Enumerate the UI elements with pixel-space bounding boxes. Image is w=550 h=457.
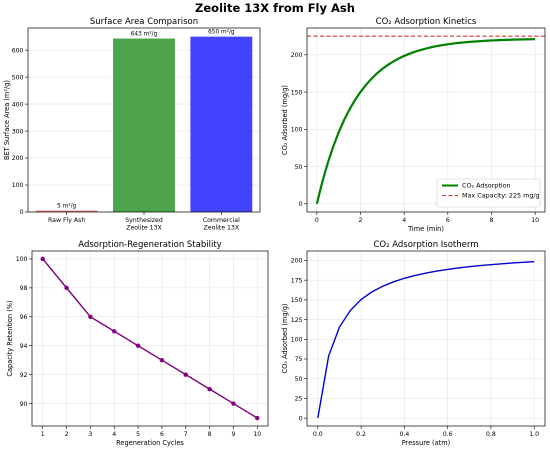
- chart-3: 90 92 94 96 98 100 1 2 3 4 5 6 7 8 9 10 Adsorption-Regen…: [6, 240, 269, 447]
- x-tick-label: 7: [184, 431, 188, 438]
- y-tick-label: 100: [291, 336, 303, 343]
- x-tick-label: 3: [88, 431, 92, 438]
- data-point: [112, 329, 117, 334]
- x-tick-label: 10: [531, 217, 539, 224]
- legend-label: Max Capacity: 225 mg/g: [462, 192, 540, 200]
- y-tick-label: 92: [20, 372, 28, 379]
- data-point: [255, 415, 260, 421]
- chart-title: Surface Area Comparison: [90, 17, 198, 27]
- plot-frame: [27, 27, 261, 213]
- y-axis-label: Capacity Retention (%): [6, 300, 14, 376]
- chart-4: 0 25 50 75 100 125 150 175 200 0.0 0.2 0.4 0.6 0.8 1.0…: [281, 240, 546, 447]
- bar: [113, 38, 175, 212]
- data-point: [40, 256, 45, 262]
- data-point: [231, 401, 236, 406]
- series-line-1: [42, 258, 258, 419]
- y-tick-label: 100: [12, 182, 24, 189]
- x-tick-label: 10: [253, 431, 261, 438]
- series-line-1: [317, 260, 535, 419]
- x-tick-label: 9: [231, 431, 235, 438]
- bar-value-label: 643 m²/g: [131, 31, 158, 38]
- bar-value-label: 650 m²/g: [208, 29, 235, 36]
- x-tick-label: Commercial: [203, 217, 240, 224]
- x-tick-label: 5: [136, 431, 140, 438]
- bar: [35, 210, 98, 212]
- y-tick-label: 96: [20, 314, 28, 321]
- y-tick-label: 150: [291, 89, 303, 96]
- data-point: [135, 343, 141, 348]
- y-tick-label: 0: [299, 415, 303, 422]
- chart-1: 0 100 200 300 400 500 600 5 m²/g Raw Fly Ash 643 …: [3, 17, 261, 232]
- x-tick-label: 1.0: [529, 431, 539, 438]
- y-tick-label: 500: [12, 74, 24, 81]
- y-axis-label: BET Surface Area (m²/g): [3, 80, 11, 160]
- y-tick-label: 0: [299, 201, 303, 208]
- x-tick-label: 8: [490, 217, 494, 224]
- y-tick-label: 98: [20, 285, 28, 292]
- y-tick-label: 200: [12, 155, 24, 162]
- y-tick-label: 25: [295, 396, 303, 403]
- y-tick-label: 300: [12, 128, 24, 135]
- figure-title: Zeolite 13X from Fly Ash: [195, 1, 355, 15]
- bar-value-label: 5 m²/g: [57, 203, 76, 210]
- x-axis-label: Regeneration Cycles: [116, 439, 184, 447]
- y-tick-label: 50: [295, 164, 303, 171]
- x-axis-label: Pressure (atm): [402, 439, 450, 447]
- x-tick-label: 0: [315, 217, 319, 224]
- x-tick-label: 0.8: [486, 431, 496, 438]
- y-tick-label: 125: [291, 317, 303, 324]
- x-axis-label: Time (min): [407, 225, 444, 233]
- legend: CO₂ Adsorption Max Capacity: 225 mg/g: [436, 178, 541, 208]
- chart-2: 0 50 100 150 200 0 2 4 6 8 10 CO₂ Adsorption Kineti…: [281, 17, 546, 233]
- y-tick-label: 100: [291, 127, 303, 134]
- x-tick-label: 0.6: [443, 431, 453, 438]
- x-tick-label: 0.0: [313, 431, 323, 438]
- plot-frame: [306, 250, 546, 427]
- legend-label: CO₂ Adsorption: [462, 182, 511, 190]
- x-tick-label: 2: [65, 431, 69, 438]
- y-axis-label: CO₂ Adsorbed (mg/g): [281, 304, 289, 374]
- y-tick-label: 75: [295, 356, 303, 363]
- y-tick-label: 600: [12, 47, 24, 54]
- x-tick-label: 2: [359, 217, 363, 224]
- x-tick-label: Raw Fly Ash: [48, 217, 85, 224]
- bar: [190, 36, 253, 213]
- x-tick-label: 8: [208, 431, 212, 438]
- x-tick-label: Zeolite 13X: [126, 225, 162, 232]
- y-tick-label: 150: [291, 297, 303, 304]
- x-tick-label: 6: [160, 431, 164, 438]
- y-tick-label: 200: [291, 52, 303, 59]
- x-tick-label: 0.4: [399, 431, 409, 438]
- y-axis-label: CO₂ Adsorbed (mg/g): [281, 85, 289, 155]
- plot-frame: [306, 27, 546, 213]
- chart-title: CO₂ Adsorption Kinetics: [376, 17, 477, 27]
- chart-title: Adsorption-Regeneration Stability: [78, 240, 221, 250]
- y-tick-label: 200: [291, 258, 303, 265]
- y-tick-label: 0: [20, 209, 24, 216]
- data-point: [183, 372, 188, 377]
- x-tick-label: Zeolite 13X: [204, 225, 240, 232]
- y-tick-label: 90: [20, 401, 28, 408]
- data-point: [159, 357, 165, 363]
- x-tick-label: 0.2: [356, 431, 366, 438]
- x-tick-label: 1: [41, 431, 45, 438]
- y-tick-label: 175: [291, 277, 303, 284]
- x-tick-label: 4: [112, 431, 116, 438]
- series-line-1: [315, 38, 536, 205]
- y-tick-label: 100: [16, 256, 28, 263]
- x-tick-label: 6: [446, 217, 450, 224]
- data-point: [64, 285, 69, 291]
- y-tick-label: 400: [12, 101, 24, 108]
- x-tick-label: Synthesized: [125, 217, 163, 224]
- legend-box: [436, 178, 541, 208]
- data-point: [207, 386, 212, 392]
- data-point: [88, 314, 93, 320]
- x-tick-label: 4: [402, 217, 406, 224]
- y-tick-label: 50: [295, 376, 303, 383]
- y-tick-label: 94: [20, 343, 28, 350]
- chart-title: CO₂ Adsorption Isotherm: [373, 240, 478, 250]
- plot-frame: [31, 250, 269, 427]
